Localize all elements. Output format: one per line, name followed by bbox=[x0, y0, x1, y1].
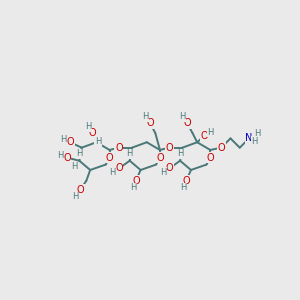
Text: O: O bbox=[206, 153, 214, 163]
Text: O: O bbox=[165, 143, 173, 153]
Text: H: H bbox=[254, 128, 260, 137]
Text: H: H bbox=[110, 168, 116, 177]
Text: H: H bbox=[180, 183, 186, 192]
Text: H: H bbox=[207, 128, 214, 137]
Text: O: O bbox=[66, 137, 74, 147]
Text: H: H bbox=[142, 112, 148, 122]
Text: H: H bbox=[60, 135, 66, 144]
Text: H: H bbox=[76, 149, 83, 158]
Text: O: O bbox=[200, 131, 208, 141]
Text: H: H bbox=[251, 137, 258, 146]
Text: O: O bbox=[115, 143, 123, 153]
Text: H: H bbox=[95, 137, 101, 146]
Text: N: N bbox=[245, 134, 253, 143]
Text: H: H bbox=[71, 162, 77, 171]
Text: H: H bbox=[130, 183, 136, 192]
Text: H: H bbox=[177, 149, 183, 158]
Text: O: O bbox=[218, 143, 225, 153]
Text: O: O bbox=[156, 153, 164, 163]
Text: O: O bbox=[182, 176, 190, 186]
Text: H: H bbox=[85, 122, 91, 131]
Text: H: H bbox=[160, 168, 166, 177]
Text: H: H bbox=[72, 192, 79, 201]
Text: H: H bbox=[127, 149, 133, 158]
Text: O: O bbox=[183, 118, 191, 128]
Text: O: O bbox=[132, 176, 140, 186]
Text: O: O bbox=[146, 118, 154, 128]
Text: O: O bbox=[63, 153, 71, 163]
Text: H: H bbox=[57, 151, 63, 160]
Text: O: O bbox=[106, 153, 113, 163]
Text: H: H bbox=[179, 112, 186, 122]
Text: O: O bbox=[89, 128, 96, 138]
Text: O: O bbox=[115, 164, 123, 173]
Text: O: O bbox=[76, 185, 84, 195]
Text: O: O bbox=[165, 164, 173, 173]
